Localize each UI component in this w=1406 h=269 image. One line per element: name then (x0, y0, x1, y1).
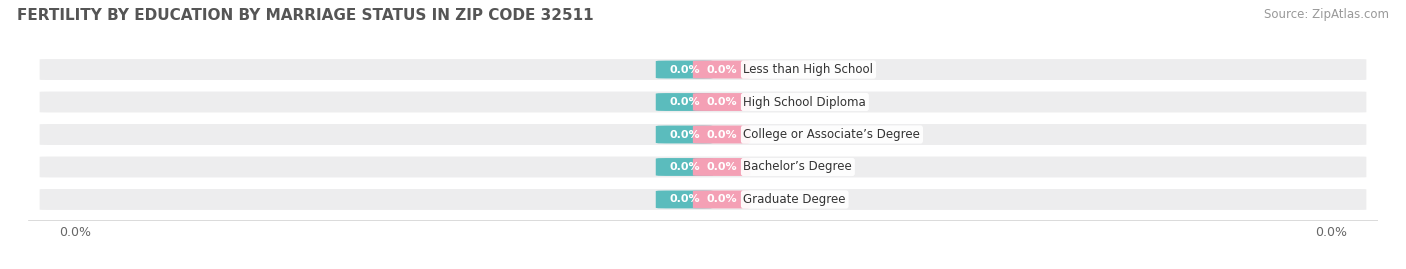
Text: 0.0%: 0.0% (706, 194, 737, 204)
FancyBboxPatch shape (655, 126, 713, 143)
FancyBboxPatch shape (38, 90, 1368, 114)
Text: High School Diploma: High School Diploma (744, 95, 866, 108)
Text: Less than High School: Less than High School (744, 63, 873, 76)
Text: 0.0%: 0.0% (669, 162, 700, 172)
Text: FERTILITY BY EDUCATION BY MARRIAGE STATUS IN ZIP CODE 32511: FERTILITY BY EDUCATION BY MARRIAGE STATU… (17, 8, 593, 23)
FancyBboxPatch shape (655, 190, 713, 208)
Text: 0.0%: 0.0% (669, 129, 700, 140)
FancyBboxPatch shape (38, 58, 1368, 82)
FancyBboxPatch shape (693, 61, 751, 79)
Text: Bachelor’s Degree: Bachelor’s Degree (744, 161, 852, 174)
Text: 0.0%: 0.0% (706, 65, 737, 75)
FancyBboxPatch shape (38, 155, 1368, 179)
Text: Graduate Degree: Graduate Degree (744, 193, 846, 206)
FancyBboxPatch shape (38, 187, 1368, 211)
FancyBboxPatch shape (38, 123, 1368, 146)
FancyBboxPatch shape (693, 93, 751, 111)
FancyBboxPatch shape (693, 190, 751, 208)
Text: 0.0%: 0.0% (669, 194, 700, 204)
Text: 0.0%: 0.0% (669, 97, 700, 107)
Text: Source: ZipAtlas.com: Source: ZipAtlas.com (1264, 8, 1389, 21)
Text: 0.0%: 0.0% (706, 97, 737, 107)
Text: College or Associate’s Degree: College or Associate’s Degree (744, 128, 921, 141)
Text: 0.0%: 0.0% (706, 129, 737, 140)
FancyBboxPatch shape (693, 158, 751, 176)
Text: 0.0%: 0.0% (669, 65, 700, 75)
Text: 0.0%: 0.0% (706, 162, 737, 172)
FancyBboxPatch shape (655, 61, 713, 79)
FancyBboxPatch shape (655, 93, 713, 111)
FancyBboxPatch shape (655, 158, 713, 176)
FancyBboxPatch shape (693, 126, 751, 143)
